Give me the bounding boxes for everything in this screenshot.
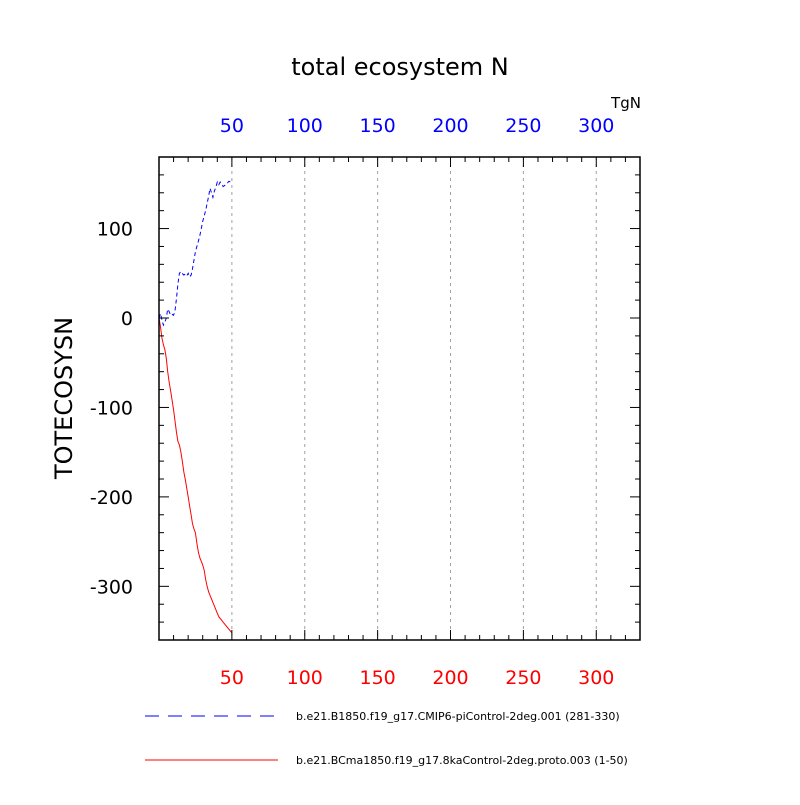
tick-labels-layer: 50 50 100 100 150 150 200 200 250 250 300 300 100 0 -1…: [90, 115, 615, 689]
legend-label-1: b.e21.BCma1850.f19_g17.8kaControl-2deg.p…: [296, 754, 628, 767]
x-tick-label-bottom: 300: [578, 667, 614, 689]
plot-frame: [158, 156, 641, 641]
x-tick-label-top: 250: [505, 115, 541, 137]
x-tick-label-bottom: 150: [360, 667, 396, 689]
y-tick-label: 0: [121, 308, 133, 330]
legend-label-0: b.e21.B1850.f19_g17.CMIP6-piControl-2deg…: [296, 710, 620, 723]
ticks-layer: [159, 157, 640, 640]
chart-title: total ecosystem N: [291, 53, 509, 81]
units-label: TgN: [610, 94, 641, 112]
y-tick-label: -200: [90, 487, 133, 509]
y-tick-label: 100: [97, 219, 133, 241]
x-tick-label-bottom: 200: [432, 667, 468, 689]
legend: b.e21.B1850.f19_g17.CMIP6-piControl-2deg…: [145, 710, 628, 767]
y-axis-label: TOTECOSYSN: [50, 317, 78, 480]
gridlines: [231, 157, 597, 640]
x-tick-label-bottom: 250: [505, 667, 541, 689]
x-tick-label-bottom: 50: [220, 667, 244, 689]
x-tick-label-top: 50: [220, 115, 244, 137]
series-line-1: [158, 317, 233, 634]
x-tick-label-bottom: 100: [287, 667, 323, 689]
series-layer: [158, 179, 233, 634]
y-tick-label: -300: [90, 576, 133, 598]
y-tick-label: -100: [90, 397, 133, 419]
x-tick-label-top: 150: [360, 115, 396, 137]
series-line-0: [158, 179, 233, 327]
x-tick-label-top: 100: [287, 115, 323, 137]
x-tick-label-top: 200: [432, 115, 468, 137]
x-tick-label-top: 300: [578, 115, 614, 137]
